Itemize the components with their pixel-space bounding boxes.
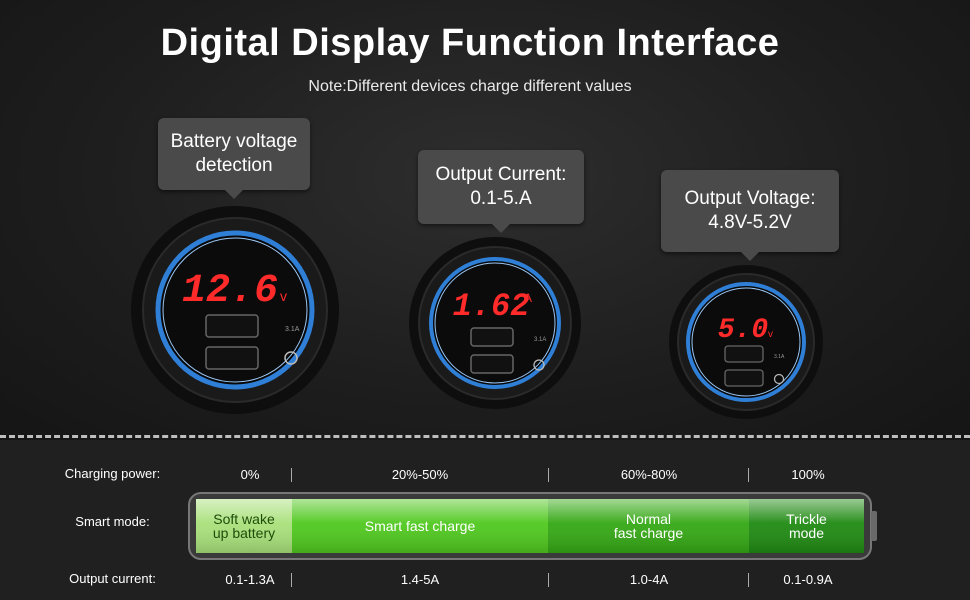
smart-mode-label: Smart mode: — [75, 514, 150, 529]
mode-soft-wake: Soft wake up battery — [196, 499, 292, 553]
mode-line: mode — [788, 525, 824, 541]
usb-port-top — [724, 345, 764, 363]
usb-port-bottom — [470, 354, 514, 374]
port-rating: 3.1A — [534, 337, 546, 343]
charger-device-battery: 12.6 v 3.1A — [131, 206, 339, 414]
column-separator — [548, 468, 549, 482]
mode-line: fast charge — [613, 525, 684, 541]
output-current-label: Output current: — [69, 571, 156, 586]
bubble-line: 4.8V-5.2V — [708, 212, 792, 233]
unit-label: v — [280, 288, 287, 304]
usb-port-top — [205, 314, 259, 338]
column-separator — [291, 573, 292, 587]
usb-port-bottom — [205, 346, 259, 370]
qc-badge-icon — [533, 359, 545, 371]
column-separator — [291, 468, 292, 482]
current-reading: 1.62 — [453, 288, 530, 325]
usb-port-bottom — [724, 369, 764, 387]
mode-line: Soft wake — [213, 511, 275, 527]
mode-line: Smart fast charge — [364, 518, 476, 534]
output-voltage-bubble: Output Voltage: 4.8V-5.2V — [661, 170, 839, 261]
bubble-line: detection — [195, 155, 273, 176]
usb-port-top — [470, 327, 514, 347]
mode-line: Trickle — [786, 511, 827, 527]
bubble-line: 0.1-5.A — [470, 188, 532, 209]
port-rating: 3.1A — [774, 354, 785, 360]
section-divider — [0, 435, 970, 438]
qc-badge-icon — [773, 373, 785, 385]
mode-smart-fast: Smart fast charge — [292, 499, 548, 553]
mode-line: up battery — [212, 525, 276, 541]
note-text: Note:Different devices charge different … — [308, 78, 632, 95]
voltage-reading: 12.6 — [182, 269, 278, 314]
output-current-bubble: Output Current: 0.1-5.A — [418, 150, 584, 233]
charger-device-voltage: 5.0 v 3.1A — [669, 265, 823, 419]
bubble-line: Battery voltage — [170, 131, 298, 152]
bubble-line: Output Voltage: — [684, 188, 816, 209]
power-value: 0% — [240, 467, 260, 482]
port-rating: 3.1A — [285, 326, 300, 333]
column-separator — [748, 468, 749, 482]
unit-label: v — [768, 329, 773, 340]
power-value: 100% — [791, 467, 825, 482]
column-separator — [748, 573, 749, 587]
current-value: 0.1-0.9A — [783, 572, 833, 587]
power-value: 20%-50% — [391, 467, 449, 482]
battery-voltage-bubble: Battery voltage detection — [158, 118, 310, 199]
column-separator — [548, 573, 549, 587]
mode-trickle: Trickle mode — [749, 499, 864, 553]
battery-graphic — [188, 492, 877, 560]
mode-normal-fast: Normal fast charge — [548, 499, 749, 553]
charging-power-label: Charging power: — [64, 466, 161, 481]
unit-label: A — [524, 291, 532, 305]
mode-line: Normal — [625, 511, 672, 527]
battery-bar: Soft wake up battery Smart fast charge No… — [188, 491, 878, 561]
voltage-reading: 5.0 — [718, 315, 768, 346]
current-value: 0.1-1.3A — [225, 572, 275, 587]
qc-badge-icon — [284, 351, 298, 365]
current-value: 1.4-5A — [400, 572, 440, 587]
current-value: 1.0-4A — [629, 572, 669, 587]
page-title: Digital Display Function Interface — [160, 22, 780, 64]
charger-device-current: 1.62 A 3.1A — [409, 237, 581, 409]
power-value: 60%-80% — [620, 467, 678, 482]
bubble-line: Output Current: — [435, 164, 567, 185]
